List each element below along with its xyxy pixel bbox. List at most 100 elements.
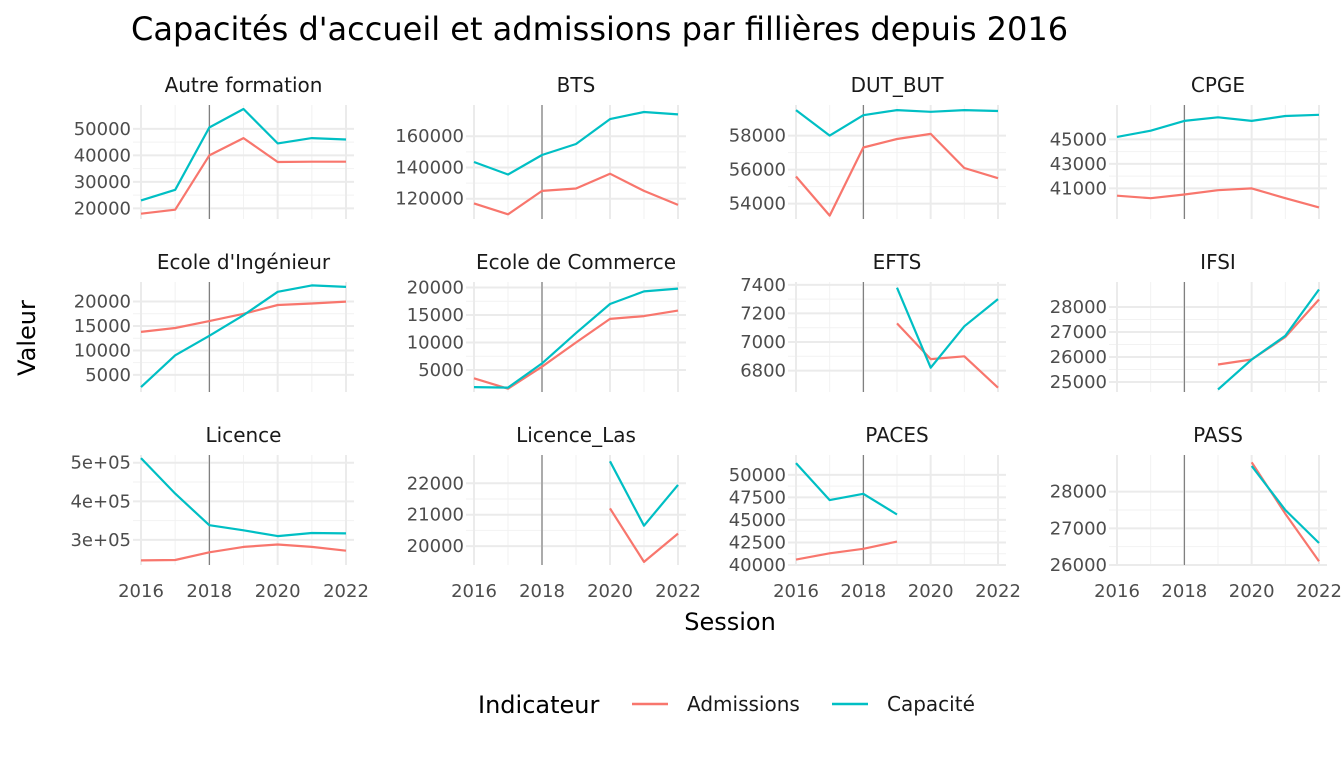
x-tick-label: 2016 <box>1094 581 1140 602</box>
y-tick-label: 15000 <box>74 316 131 337</box>
y-tick-label: 7000 <box>740 332 786 353</box>
panel-ecole-de-commerce: Ecole de Commerce 5000 10000 15000 20000 <box>407 250 686 392</box>
series-line-capacite <box>795 462 898 516</box>
y-tick-label: 47500 <box>729 487 786 508</box>
legend-label-capacite: Capacité <box>887 692 975 716</box>
y-tick-label: 120000 <box>395 189 464 210</box>
panel-dut-but: DUT_BUT 54000 56000 58000 <box>729 73 1006 219</box>
panel-efts: EFTS 6800 7000 7200 7400 <box>740 250 1006 392</box>
x-tick-label: 2018 <box>1161 581 1207 602</box>
panel-title: Ecole d'Ingénieur <box>157 250 331 274</box>
panel-title: IFSI <box>1200 250 1236 274</box>
x-tick-label: 2022 <box>323 581 369 602</box>
y-tick-label: 45000 <box>1050 129 1107 150</box>
y-tick-label: 41000 <box>1050 178 1107 199</box>
y-tick-label: 27000 <box>1050 322 1107 343</box>
y-tick-label: 21000 <box>407 505 464 526</box>
y-tick-label: 20000 <box>74 292 131 313</box>
y-tick-label: 7200 <box>740 303 786 324</box>
panel-cpge: CPGE 41000 43000 45000 <box>1050 73 1327 219</box>
panel-title: Autre formation <box>165 73 323 97</box>
y-tick-label: 5e+05 <box>70 453 131 474</box>
x-tick-label: 2022 <box>1296 581 1342 602</box>
y-tick-label: 50000 <box>74 119 131 140</box>
panel-ifsi: IFSI 25000 26000 27000 28000 <box>1050 250 1327 393</box>
y-tick-label: 40000 <box>729 555 786 576</box>
legend: Indicateur Admissions Capacité <box>478 691 975 719</box>
y-tick-label: 140000 <box>395 157 464 178</box>
legend-label-admissions: Admissions <box>687 692 800 716</box>
x-tick-label: 2016 <box>118 581 164 602</box>
series-line-capacite <box>609 460 679 527</box>
panel-bts: BTS 120000 140000 160000 <box>395 73 686 219</box>
x-tick-label: 2020 <box>587 581 633 602</box>
series-line-capacite <box>895 287 999 369</box>
series-line-admissions <box>1116 187 1320 209</box>
series-line-capacite <box>140 107 347 202</box>
panel-licence-las: Licence_Las 20000 21000 22000 2016 2018 2020 20… <box>407 423 701 602</box>
y-tick-label: 10000 <box>74 340 131 361</box>
y-tick-label: 160000 <box>395 126 464 147</box>
panel-ecole-d-ingenieur: Ecole d'Ingénieur 5000 10000 15000 20000 <box>74 250 354 392</box>
y-tick-label: 20000 <box>407 278 464 299</box>
y-tick-label: 40000 <box>74 145 131 166</box>
y-tick-label: 28000 <box>1050 482 1107 503</box>
series-line-admissions <box>473 309 679 390</box>
series-line-admissions <box>795 540 898 561</box>
x-tick-label: 2016 <box>773 581 819 602</box>
panel-pass: PASS 26000 27000 28000 2016 2018 2020 2022 <box>1050 423 1342 602</box>
panel-title: CPGE <box>1191 73 1245 97</box>
series-line-admissions <box>609 507 679 563</box>
y-tick-label: 58000 <box>729 126 786 147</box>
y-axis-title: Valeur <box>13 300 41 376</box>
series-line-admissions <box>896 322 999 389</box>
x-tick-label: 2020 <box>1229 581 1275 602</box>
panel-title: PASS <box>1193 423 1243 447</box>
y-tick-label: 20000 <box>407 536 464 557</box>
panel-autre-formation: Autre formation 20000 30000 40000 50000 <box>74 73 354 219</box>
x-tick-label: 2018 <box>519 581 565 602</box>
y-tick-label: 54000 <box>729 194 786 215</box>
panel-title: DUT_BUT <box>851 73 945 97</box>
y-tick-label: 20000 <box>74 198 131 219</box>
y-tick-label: 5000 <box>85 365 131 386</box>
y-tick-label: 15000 <box>407 305 464 326</box>
y-tick-label: 6800 <box>740 361 786 382</box>
legend-title: Indicateur <box>478 691 599 719</box>
panel-title: Ecole de Commerce <box>476 250 676 274</box>
series-line-capacite <box>1250 465 1320 544</box>
series-line-capacite <box>140 284 347 388</box>
series-line-admissions <box>140 543 347 562</box>
series-line-capacite <box>140 457 347 538</box>
series-line-capacite <box>473 287 679 389</box>
y-tick-label: 4e+05 <box>70 491 131 512</box>
y-tick-label: 56000 <box>729 160 786 181</box>
y-tick-label: 22000 <box>407 473 464 494</box>
x-tick-label: 2022 <box>655 581 701 602</box>
series-line-capacite <box>1217 288 1320 391</box>
y-tick-label: 45000 <box>729 510 786 531</box>
x-tick-label: 2020 <box>255 581 301 602</box>
y-tick-label: 25000 <box>1050 372 1107 393</box>
x-tick-label: 2018 <box>840 581 886 602</box>
panel-title: BTS <box>557 73 596 97</box>
series-line-capacite <box>473 110 679 176</box>
y-tick-label: 10000 <box>407 333 464 354</box>
x-tick-label: 2016 <box>451 581 497 602</box>
y-tick-label: 30000 <box>74 172 131 193</box>
panel-title: Licence_Las <box>516 423 636 447</box>
series-line-admissions <box>473 172 679 216</box>
y-tick-label: 26000 <box>1050 555 1107 576</box>
panels-group: Autre formation 20000 30000 40000 50000 BTS 12… <box>70 73 1341 602</box>
x-tick-label: 2022 <box>975 581 1021 602</box>
y-tick-label: 3e+05 <box>70 530 131 551</box>
x-axis-title: Session <box>684 608 776 636</box>
y-tick-label: 50000 <box>729 465 786 486</box>
y-tick-label: 5000 <box>418 360 464 381</box>
series-line-capacite <box>795 109 999 137</box>
series-line-admissions <box>140 137 346 215</box>
y-tick-label: 26000 <box>1050 347 1107 368</box>
series-line-capacite <box>1116 113 1320 138</box>
